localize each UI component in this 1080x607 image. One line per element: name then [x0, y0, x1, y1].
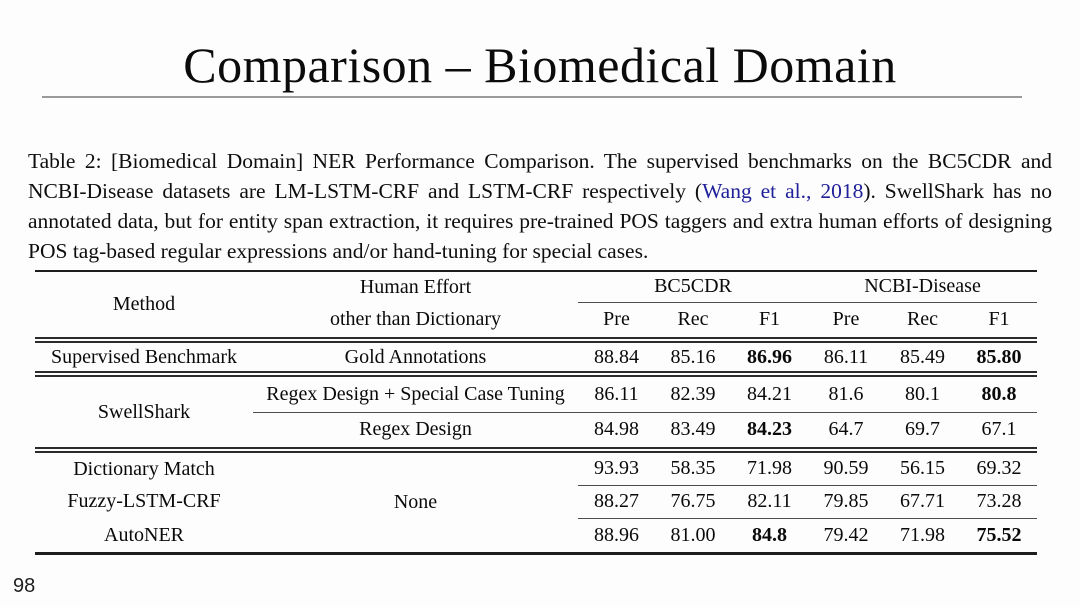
method-cell: Dictionary Match	[73, 457, 215, 480]
value-cell: 84.98	[578, 411, 655, 448]
value-cell: 71.98	[747, 457, 792, 480]
col-header-effort-line1: Human Effort	[359, 275, 472, 298]
group-header-bc5cdr: BC5CDR	[654, 275, 732, 298]
table-caption: Table 2: [Biomedical Domain] NER Perform…	[28, 146, 1052, 266]
col-header-method: Method	[112, 293, 176, 315]
method-cell: SwellShark	[97, 400, 191, 423]
table-row-supervised-benchmark: Supervised Benchmark Gold Annotations 88…	[35, 342, 1037, 372]
value-cell: 79.42	[808, 517, 884, 552]
value-cell: 88.84	[594, 345, 639, 368]
table-row-dictionary-match: Dictionary Match None 93.93 58.35 71.98 …	[35, 452, 1037, 513]
value-cell: 81.6	[828, 382, 864, 405]
table-row-swellshark-regex: Regex Design 84.98 83.49 84.23 64.7 69.7…	[35, 411, 1038, 448]
value-cell: 93.93	[594, 457, 639, 480]
method-cell: Supervised Benchmark	[50, 345, 238, 368]
value-cell: 84.8	[731, 517, 808, 552]
header-row-groups: Method Human Effort BC5CDR NCBI-Disease	[35, 272, 1037, 315]
value-cell: 69.32	[976, 457, 1022, 480]
value-cell: 84.21	[747, 382, 792, 405]
slide-title: Comparison – Biomedical Domain	[183, 37, 897, 93]
citation-link[interactable]: Wang et al., 2018	[702, 179, 864, 203]
value-cell: 85.49	[900, 345, 945, 368]
value-cell: 82.39	[670, 382, 716, 405]
header-row-metrics: other than Dictionary Pre Rec F1 Pre Rec…	[35, 301, 1038, 338]
value-cell: 84.23	[731, 411, 808, 448]
value-cell: 88.96	[578, 517, 655, 552]
value-cell: 73.28	[961, 484, 1038, 518]
table-row-autoner: AutoNER 88.96 81.00 84.8 79.42 71.98 75.…	[35, 517, 1038, 552]
value-cell: 67.71	[884, 484, 961, 518]
value-cell: 76.75	[655, 484, 731, 518]
effort-cell: Regex Design + Special Case Tuning	[266, 382, 565, 405]
effort-cell: Regex Design	[253, 411, 578, 448]
value-cell: 64.7	[808, 411, 884, 448]
value-cell: 86.11	[594, 382, 639, 405]
value-cell: 86.11	[823, 345, 869, 368]
double-rule	[35, 337, 1038, 343]
metric-header-rec-bc5cdr: Rec	[655, 301, 731, 338]
caption-text-after: ). SwellShark has no annotated data, but…	[28, 179, 1052, 263]
value-cell: 82.11	[731, 484, 808, 518]
metric-header-pre-ncbi: Pre	[808, 301, 884, 338]
results-table: Method Human Effort BC5CDR NCBI-Disease …	[35, 270, 1038, 555]
value-cell: 69.7	[884, 411, 961, 448]
value-cell: 86.96	[747, 345, 792, 368]
metric-header-pre-bc5cdr: Pre	[578, 301, 655, 338]
col-header-effort-line2: other than Dictionary	[329, 308, 502, 330]
method-cell: Fuzzy-LSTM-CRF	[67, 490, 221, 512]
value-cell: 85.16	[670, 345, 716, 368]
method-cell: AutoNER	[104, 523, 184, 546]
value-cell: 85.80	[976, 345, 1022, 368]
metric-header-rec-ncbi: Rec	[884, 301, 961, 338]
value-cell: 79.85	[808, 484, 884, 518]
value-cell: 81.00	[655, 517, 731, 552]
value-cell: 71.98	[884, 517, 961, 552]
value-cell: 80.1	[905, 382, 940, 405]
value-cell: 83.49	[655, 411, 731, 448]
value-cell: 80.8	[981, 382, 1017, 405]
table-row-fuzzy-lstm-crf: Fuzzy-LSTM-CRF 88.27 76.75 82.11 79.85 6…	[35, 484, 1038, 518]
double-rule	[35, 371, 1038, 377]
value-cell: 56.15	[900, 457, 945, 480]
double-rule	[35, 447, 1038, 453]
caption-text-before: Table 2: [Biomedical Domain] NER Perform…	[28, 149, 1052, 203]
value-cell: 88.27	[578, 484, 655, 518]
effort-cell: Gold Annotations	[344, 345, 487, 368]
metric-header-f1-ncbi: F1	[961, 301, 1038, 338]
value-cell: 67.1	[961, 411, 1038, 448]
group-header-ncbi-disease: NCBI-Disease	[864, 275, 981, 298]
metric-header-f1-bc5cdr: F1	[731, 301, 808, 338]
table-row-swellshark-special-case: SwellShark Regex Design + Special Case T…	[35, 376, 1037, 423]
value-cell: 90.59	[823, 457, 869, 480]
title-divider	[42, 96, 1022, 98]
value-cell: 75.52	[961, 517, 1038, 552]
page-number: 98	[13, 575, 36, 597]
effort-cell: None	[393, 491, 438, 513]
value-cell: 58.35	[670, 457, 716, 480]
